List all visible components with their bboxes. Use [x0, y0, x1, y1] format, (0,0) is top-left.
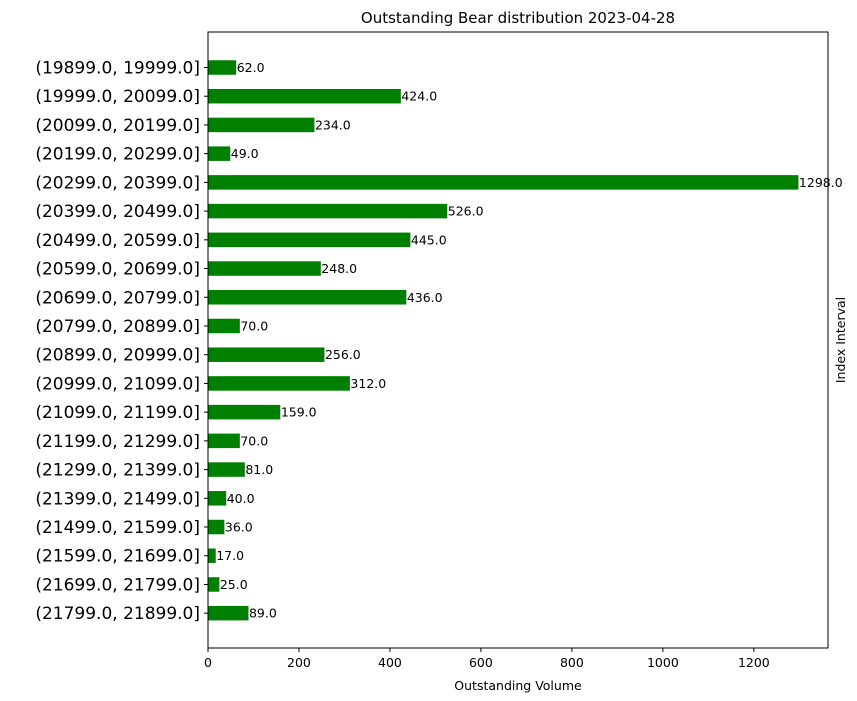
bar — [208, 376, 350, 391]
bar — [208, 548, 216, 563]
data-label: 248.0 — [321, 261, 357, 276]
data-label: 49.0 — [231, 146, 259, 161]
data-label: 312.0 — [350, 376, 386, 391]
data-label: 256.0 — [325, 347, 361, 362]
data-label: 62.0 — [237, 60, 265, 75]
data-label: 70.0 — [240, 318, 268, 333]
bar — [208, 520, 224, 535]
bar — [208, 118, 314, 133]
category-label: (20599.0, 20699.0] — [35, 260, 200, 280]
chart-title: Outstanding Bear distribution 2023-04-28 — [361, 9, 675, 27]
category-label: (20699.0, 20799.0] — [35, 288, 200, 308]
bar — [208, 319, 240, 334]
data-label: 436.0 — [407, 290, 443, 305]
bar — [208, 175, 798, 190]
category-label: (21499.0, 21599.0] — [35, 518, 200, 538]
data-label: 424.0 — [401, 89, 437, 104]
x-tick-label: 0 — [204, 655, 212, 670]
data-label: 89.0 — [249, 606, 277, 621]
category-label: (21299.0, 21399.0] — [35, 461, 200, 481]
bar — [208, 146, 230, 161]
bar — [208, 606, 248, 621]
data-label: 70.0 — [240, 433, 268, 448]
data-label: 526.0 — [448, 204, 484, 219]
category-label: (21799.0, 21899.0] — [35, 604, 200, 624]
bar — [208, 577, 219, 592]
bar — [208, 204, 447, 219]
data-label: 36.0 — [225, 520, 253, 535]
data-label: 1298.0 — [799, 175, 843, 190]
x-tick-label: 600 — [469, 655, 493, 670]
x-tick-label: 800 — [560, 655, 584, 670]
data-label: 17.0 — [216, 548, 244, 563]
category-label: (20799.0, 20899.0] — [35, 317, 200, 337]
bar — [208, 290, 406, 305]
bar — [208, 405, 280, 420]
bar — [208, 462, 245, 477]
category-label: (20199.0, 20299.0] — [35, 145, 200, 165]
category-label: (21199.0, 21299.0] — [35, 432, 200, 452]
bars-group — [208, 60, 798, 620]
y-axis-label: Index Interval — [833, 297, 848, 383]
data-label: 159.0 — [281, 405, 317, 420]
category-label: (19899.0, 19999.0] — [35, 59, 200, 79]
data-label: 25.0 — [220, 577, 248, 592]
data-label: 234.0 — [315, 117, 351, 132]
bar — [208, 60, 236, 75]
category-label: (20399.0, 20499.0] — [35, 202, 200, 222]
bar — [208, 347, 324, 362]
x-tick-label: 200 — [287, 655, 311, 670]
x-ticks-group: 0 200 400 600 800 1000 1200 — [204, 648, 770, 670]
x-tick-label: 400 — [378, 655, 402, 670]
data-label: 40.0 — [227, 491, 255, 506]
x-axis-label: Outstanding Volume — [454, 678, 582, 693]
category-label: (21699.0, 21799.0] — [35, 575, 200, 595]
data-label: 445.0 — [411, 232, 447, 247]
bar — [208, 261, 321, 276]
category-label: (20499.0, 20599.0] — [35, 231, 200, 251]
x-tick-label: 1000 — [647, 655, 679, 670]
category-label: (21099.0, 21199.0] — [35, 403, 200, 423]
category-label: (19999.0, 20099.0] — [35, 87, 200, 107]
x-tick-label: 1200 — [738, 655, 770, 670]
bar — [208, 491, 226, 506]
category-label: (20299.0, 20399.0] — [35, 173, 200, 193]
category-label: (21399.0, 21499.0] — [35, 489, 200, 509]
bar — [208, 233, 410, 248]
category-label: (20999.0, 21099.0] — [35, 374, 200, 394]
category-labels-group: (19899.0, 19999.0] (19999.0, 20099.0] (200… — [35, 59, 208, 625]
category-label: (21599.0, 21699.0] — [35, 547, 200, 567]
bar — [208, 89, 401, 104]
data-label: 81.0 — [245, 462, 273, 477]
bar — [208, 434, 240, 449]
category-label: (20099.0, 20199.0] — [35, 116, 200, 136]
category-label: (20899.0, 20999.0] — [35, 346, 200, 366]
